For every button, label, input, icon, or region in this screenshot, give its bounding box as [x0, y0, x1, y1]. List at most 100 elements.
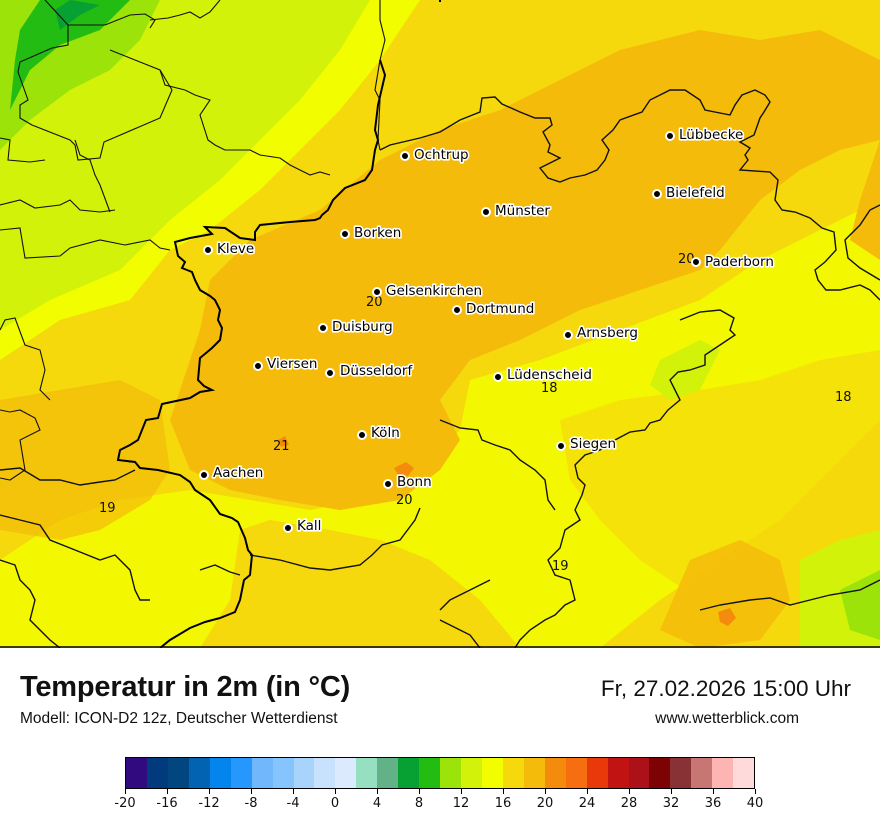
temp-field-18-20-east	[560, 350, 880, 620]
tick-label: 40	[746, 796, 764, 811]
city-dot-icon	[563, 330, 573, 340]
city-label: Viersen	[267, 356, 317, 372]
colorbar-bin	[314, 758, 336, 788]
colorbar-bin	[167, 758, 189, 788]
temp-field-20-22-belgium	[0, 380, 170, 540]
city-label: Lüdenscheid	[507, 367, 592, 383]
city-label: Dortmund	[466, 301, 534, 317]
city-borken[interactable]: Borken	[340, 223, 403, 243]
city-dot-icon	[253, 361, 263, 371]
city-viersen[interactable]: Viersen	[253, 354, 319, 374]
contour-label-19-west: 19	[99, 501, 116, 516]
city-label: Paderborn	[705, 254, 774, 270]
city-kleve[interactable]: Kleve	[203, 239, 256, 259]
city-luedenscheid[interactable]: Lüdenscheid	[493, 365, 594, 385]
city-label: Siegen	[570, 436, 616, 452]
colorbar-bin	[649, 758, 671, 788]
city-paderborn[interactable]: Paderborn	[691, 252, 776, 272]
colorbar-bin	[419, 758, 441, 788]
city-label: Düsseldorf	[340, 363, 413, 379]
tick-mark	[124, 789, 126, 794]
city-dot-icon	[452, 305, 462, 315]
tick-label: 36	[704, 796, 722, 811]
tick-mark	[754, 789, 756, 794]
colorbar-bin	[251, 758, 273, 788]
temp-field-14-16	[0, 0, 370, 330]
city-aachen[interactable]: Aachen	[199, 463, 265, 483]
colorbar-bin	[146, 758, 168, 788]
contour-label-20-gelsenkirchen: 20	[366, 295, 383, 310]
colorbar-bin	[126, 758, 147, 788]
city-label: Bonn	[397, 474, 432, 490]
city-dot-icon	[556, 441, 566, 451]
city-label: Bielefeld	[666, 185, 725, 201]
chart-title: Temperatur in 2m (in °C)	[20, 671, 351, 703]
city-dot-icon	[493, 372, 503, 382]
tick-label: -8	[244, 796, 258, 811]
city-label: Gelsenkirchen	[386, 283, 482, 299]
colorbar-bin	[293, 758, 315, 788]
admin-borders	[0, 0, 386, 481]
tick-mark	[208, 789, 210, 794]
city-koeln[interactable]: Köln	[357, 423, 401, 443]
city-gelsenkirchen[interactable]: Gelsenkirchen	[372, 281, 484, 301]
temp-field-20-22-south	[660, 540, 790, 648]
city-kall[interactable]: Kall	[283, 516, 323, 536]
temp-field-22-24-bonn	[394, 462, 414, 476]
colorbar-bin	[209, 758, 231, 788]
colorbar	[125, 757, 755, 789]
city-dot-icon	[691, 257, 701, 267]
city-arnsberg[interactable]: Arnsberg	[563, 323, 640, 343]
city-dot-icon	[283, 523, 293, 533]
city-label: Ochtrup	[414, 147, 469, 163]
colorbar-bin	[356, 758, 378, 788]
city-dot-icon	[357, 430, 367, 440]
nrw-east-border	[0, 89, 880, 648]
tick-label: 0	[330, 796, 340, 811]
tick-mark	[250, 789, 252, 794]
tick-mark	[376, 789, 378, 794]
city-bielefeld[interactable]: Bielefeld	[652, 183, 726, 203]
city-muenster[interactable]: Münster	[481, 201, 552, 221]
colorbar-bin	[230, 758, 252, 788]
tick-label: 28	[620, 796, 638, 811]
colorbar-bin	[502, 758, 524, 788]
temp-field-20-22-east	[850, 140, 880, 260]
colorbar-bin	[628, 758, 650, 788]
colorbar-bin	[440, 758, 461, 788]
colorbar-bin	[481, 758, 503, 788]
city-markers: Lübbecke Ochtrup Bielefeld Münster Borke…	[199, 125, 776, 536]
city-dot-icon	[372, 287, 382, 297]
colorbar-bin	[272, 758, 294, 788]
city-duesseldorf[interactable]: Düsseldorf	[325, 361, 415, 381]
website-link[interactable]: www.wetterblick.com	[655, 710, 799, 727]
colorbar-bin	[188, 758, 210, 788]
colorbar-bin	[691, 758, 713, 788]
city-label: Lübbecke	[679, 127, 743, 143]
city-siegen[interactable]: Siegen	[556, 434, 618, 454]
city-ochtrup[interactable]: Ochtrup	[400, 145, 470, 165]
temp-field-22-24-west	[278, 436, 289, 447]
contour-labels: 20 20 18 18 21 20 19 19	[99, 252, 852, 574]
colorbar-bin	[544, 758, 566, 788]
colorbar-bin	[565, 758, 587, 788]
valid-datetime: Fr, 27.02.2026 15:00 Uhr	[600, 676, 851, 701]
city-dot-icon	[318, 323, 328, 333]
colorbar-bin	[398, 758, 420, 788]
temp-field-20-22	[170, 30, 880, 510]
city-luebbecke[interactable]: Lübbecke	[665, 125, 745, 145]
city-duisburg[interactable]: Duisburg	[318, 317, 394, 337]
tick-mark	[628, 789, 630, 794]
city-dortmund[interactable]: Dortmund	[452, 299, 536, 319]
contour-label-18-luedenscheid: 18	[541, 381, 558, 396]
colorbar-bin	[461, 758, 482, 788]
tick-mark	[292, 789, 294, 794]
city-dot-icon	[203, 245, 213, 255]
contour-label-21: 21	[273, 439, 290, 454]
tick-label: 24	[578, 796, 596, 811]
city-dot-icon	[665, 131, 675, 141]
colorbar-bin	[670, 758, 692, 788]
city-bonn[interactable]: Bonn	[383, 472, 433, 492]
tick-mark	[334, 789, 336, 794]
tick-label: -4	[286, 796, 300, 811]
